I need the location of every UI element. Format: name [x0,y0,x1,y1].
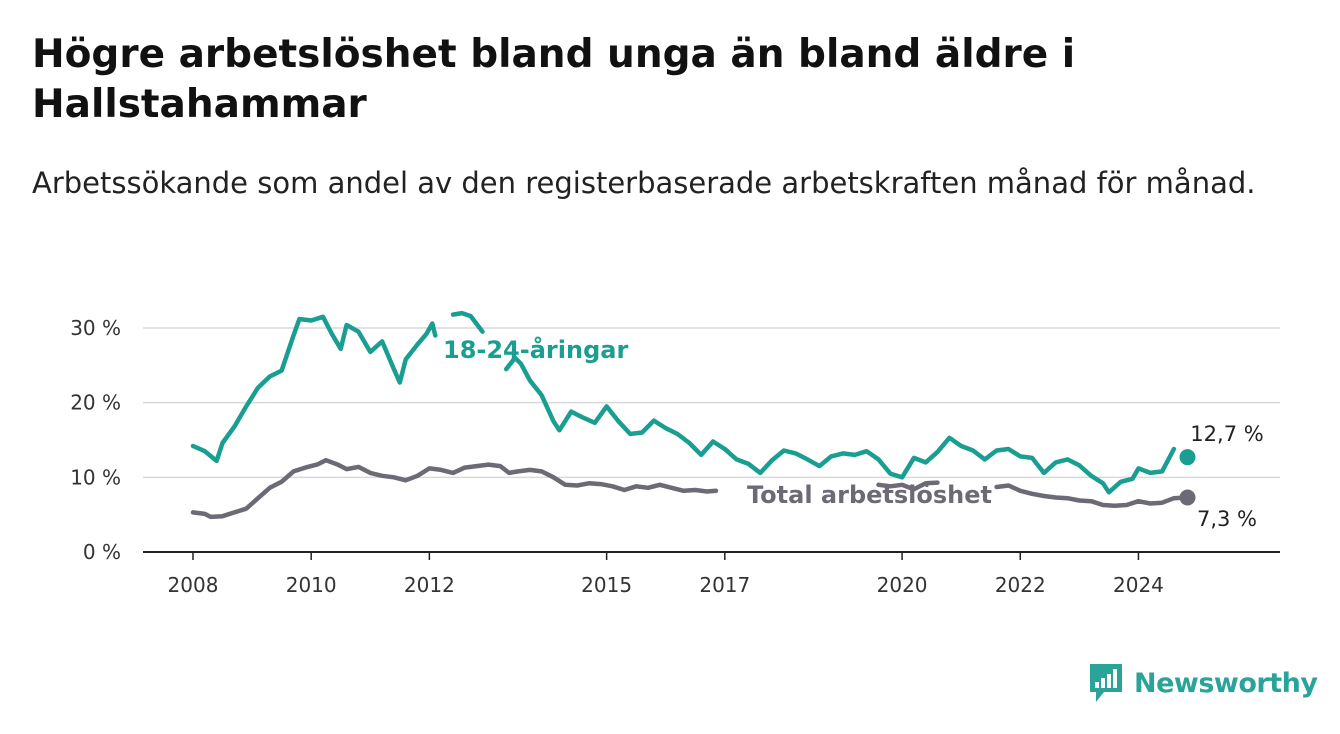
end-value-total: 7,3 % [1197,507,1257,531]
x-tick-label: 2022 [995,573,1046,597]
series-end-point [1179,489,1196,506]
x-tick-label: 2024 [1113,573,1164,597]
chart-title: Högre arbetslöshet bland unga än bland ä… [32,32,1076,127]
x-tick-label: 2012 [404,573,455,597]
newsworthy-logo-icon [1090,664,1122,702]
brand-name: Newsworthy [1134,667,1318,699]
x-tick-label: 2017 [699,573,750,597]
y-axis-ticks: 0 % 10 % 20 % 30 % [70,316,121,564]
series-line-youth [503,355,1177,495]
x-tick-label: 2015 [581,573,632,597]
series-labels: 18-24-åringar Total arbetslöshet 12,7 % 7,3… [443,335,1264,531]
chart-subtitle: Arbetssökande som andel av den registerb… [32,166,1256,200]
x-tick-label: 2008 [168,573,219,597]
x-tick-label: 2010 [286,573,337,597]
series-line-total [994,483,1188,508]
series-end-point [1179,449,1196,466]
series-lines [190,310,1196,520]
x-axis-ticks: 2008 2010 2012 2015 2017 2020 2022 2024 [168,552,1164,597]
series-line-total [876,480,940,492]
end-value-youth: 12,7 % [1190,422,1263,446]
series-line-youth [450,310,485,334]
gridlines [143,327,1280,553]
brand-logo: Newsworthy [1088,660,1318,706]
series-label-youth: 18-24-åringar [443,335,628,364]
series-line-youth [190,314,438,464]
series-line-total [190,457,719,520]
y-tick-label: 10 % [70,465,121,489]
y-tick-label: 0 % [83,540,121,564]
x-tick-label: 2020 [877,573,928,597]
y-tick-label: 30 % [70,316,121,340]
y-tick-label: 20 % [70,391,121,415]
series-label-total: Total arbetslöshet [747,481,992,509]
